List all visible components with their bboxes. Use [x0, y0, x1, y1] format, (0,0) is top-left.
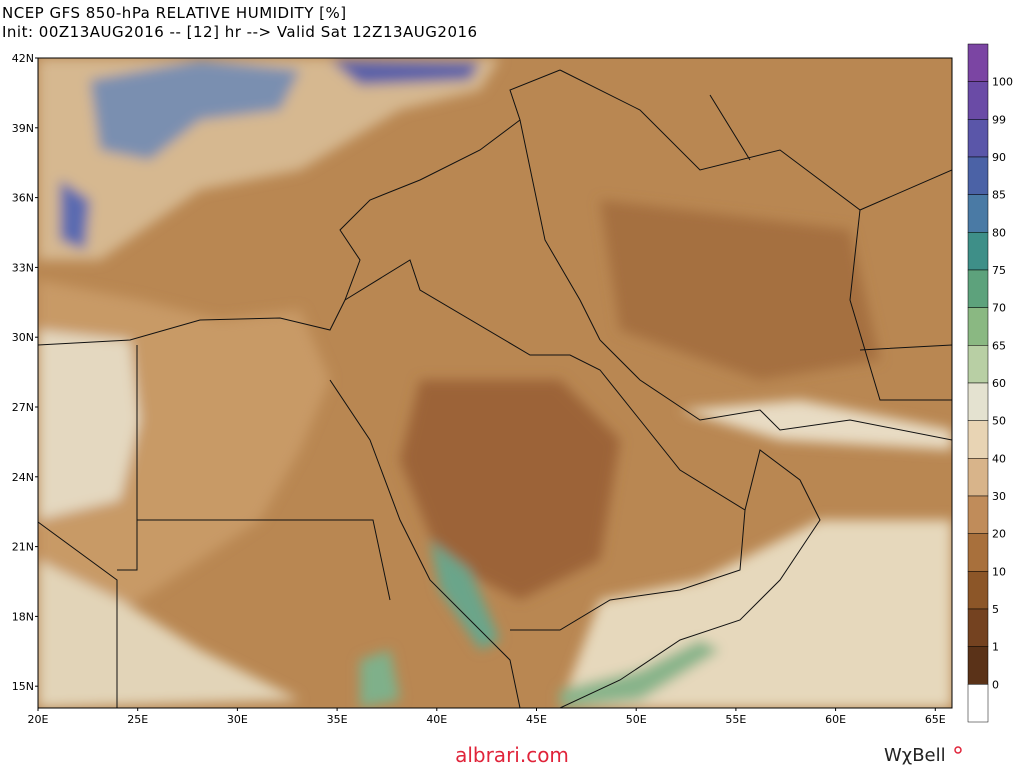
colorbar-swatch [967, 495, 989, 534]
lat-label: 30N [12, 331, 34, 344]
colorbar-swatch [967, 646, 989, 685]
map-field [38, 58, 952, 708]
colorbar-label: 1 [992, 641, 999, 654]
lat-label: 36N [12, 192, 34, 205]
colorbar-swatch [967, 232, 989, 271]
colorbar-swatch [967, 420, 989, 459]
colorbar-label: 20 [992, 528, 1006, 541]
colorbar-label: 30 [992, 490, 1006, 503]
colorbar-label: 90 [992, 151, 1006, 164]
colorbar-label: 10 [992, 565, 1006, 578]
colorbar-label: 65 [992, 339, 1006, 352]
colorbar-swatch [967, 81, 989, 120]
lat-label: 42N [12, 52, 34, 65]
brand: WχBell [884, 745, 946, 766]
lon-label: 30E [227, 713, 248, 726]
lon-label: 55E [725, 713, 746, 726]
brand-dot [954, 746, 962, 754]
borders [38, 69, 952, 708]
colorbar-swatch [967, 156, 989, 195]
colorbar-label: 85 [992, 189, 1006, 202]
colorbar-swatch [967, 307, 989, 346]
lat-label: 21N [12, 541, 34, 554]
lon-label: 40E [426, 713, 447, 726]
colorbar-label: 100 [992, 76, 1013, 89]
watermark: albrari.com [455, 743, 569, 767]
colorbar-label: 99 [992, 113, 1006, 126]
title: NCEP GFS 850-hPa RELATIVE HUMIDITY [%] [2, 4, 347, 22]
colorbar-swatch [967, 269, 989, 308]
colorbar-swatch [967, 571, 989, 610]
lon-label: 35E [327, 713, 348, 726]
colorbar-label: 0 [992, 678, 999, 691]
colorbar-swatch [967, 608, 989, 647]
colorbar-label: 75 [992, 264, 1006, 277]
colorbar-swatch [967, 119, 989, 158]
colorbar-swatch [967, 43, 989, 82]
colorbar-label: 60 [992, 377, 1006, 390]
lat-label: 39N [12, 122, 34, 135]
lon-label: 60E [825, 713, 846, 726]
lat-label: 18N [12, 610, 34, 623]
lon-label: 45E [526, 713, 547, 726]
colorbar-label: 50 [992, 415, 1006, 428]
map-frame [37, 57, 953, 709]
lon-label: 20E [28, 713, 49, 726]
colorbar-swatch [967, 533, 989, 572]
colorbar-label: 80 [992, 226, 1006, 239]
colorbar-swatch [967, 194, 989, 233]
colorbar-label: 5 [992, 603, 999, 616]
lat-label: 33N [12, 261, 34, 274]
lon-label: 25E [127, 713, 148, 726]
subtitle: Init: 00Z13AUG2016 -- [12] hr --> Valid … [2, 23, 478, 41]
lon-label: 65E [925, 713, 946, 726]
colorbar-swatch [967, 458, 989, 497]
colorbar-swatch [967, 345, 989, 384]
colorbar-swatch [967, 684, 989, 723]
lon-label: 50E [626, 713, 647, 726]
lat-label: 27N [12, 401, 34, 414]
colorbar-swatch [967, 382, 989, 421]
lat-label: 15N [12, 680, 34, 693]
lat-label: 24N [12, 471, 34, 484]
colorbar-label: 70 [992, 302, 1006, 315]
colorbar-label: 40 [992, 452, 1006, 465]
